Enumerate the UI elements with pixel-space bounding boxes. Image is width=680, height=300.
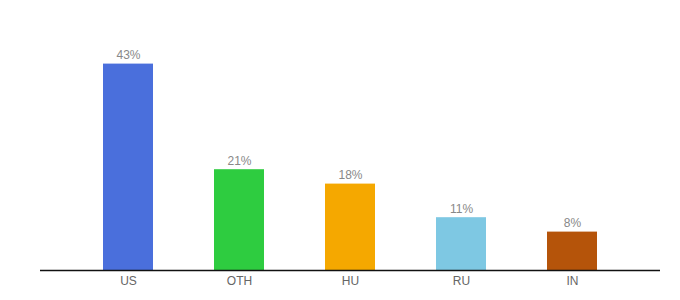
svg-text:21%: 21%: [227, 154, 251, 168]
svg-text:US: US: [120, 274, 137, 288]
svg-text:RU: RU: [453, 274, 470, 288]
svg-text:43%: 43%: [116, 48, 140, 62]
svg-text:11%: 11%: [450, 202, 473, 216]
svg-text:18%: 18%: [338, 168, 362, 182]
svg-text:8%: 8%: [564, 216, 582, 230]
svg-text:IN: IN: [567, 274, 579, 288]
svg-text:OTH: OTH: [227, 274, 252, 288]
svg-text:HU: HU: [342, 274, 359, 288]
